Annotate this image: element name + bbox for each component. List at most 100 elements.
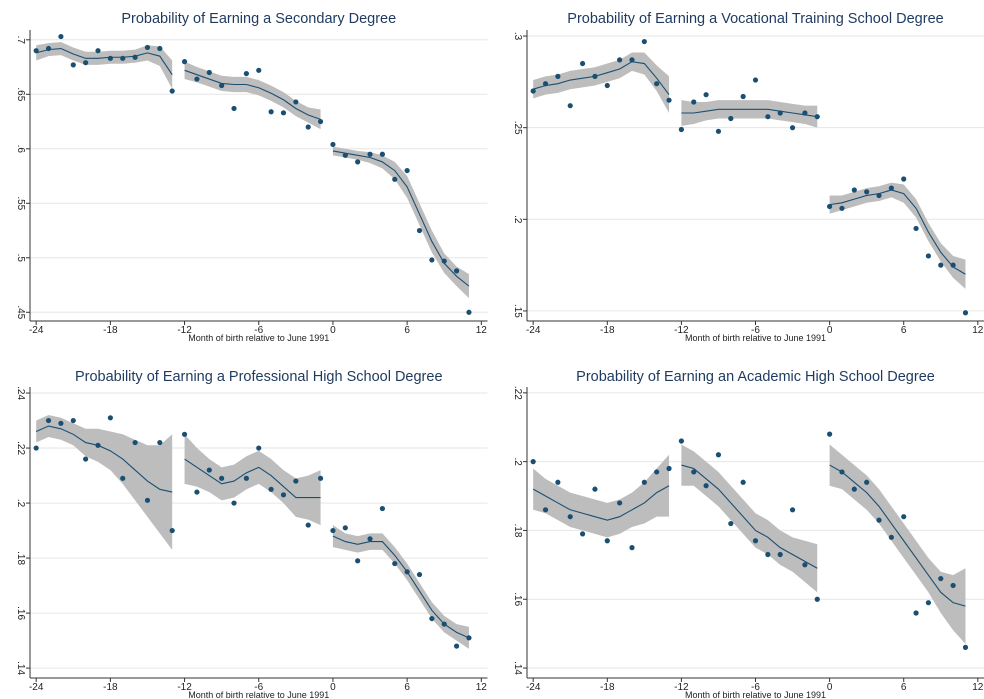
data-point [83,456,89,462]
panel: Probability of Earning a Professional Hi… [15,369,488,699]
data-point [802,562,808,568]
x-axis-label: Month of birth relative to June 1991 [188,690,329,699]
x-tick-label: -18 [103,682,118,693]
data-point [938,575,944,582]
data-point [330,527,336,534]
data-point [814,596,820,602]
data-point [243,70,249,77]
y-tick-label: .14 [512,661,523,675]
confidence-band [829,182,966,289]
x-tick-label: -6 [751,682,760,693]
y-tick-label: .2 [512,215,523,224]
confidence-band [681,444,818,593]
data-point [777,110,783,116]
confidence-band [829,444,966,644]
data-point [83,60,89,66]
data-point [604,82,610,89]
fit-line [36,47,173,75]
data-point [206,69,212,76]
data-point [330,141,336,148]
x-tick-label: -6 [254,682,263,693]
y-tick-label: .22 [512,386,523,400]
data-point [429,257,435,263]
data-point [864,189,870,195]
x-tick-label: -12 [177,682,192,693]
y-tick-label: .25 [512,121,523,135]
data-point [901,514,907,520]
data-point [752,538,759,544]
data-point [789,125,796,131]
data-point [579,60,586,67]
data-point [728,115,734,122]
data-point [120,475,126,481]
x-tick-label: -24 [29,325,44,336]
data-point [355,558,361,564]
data-point [45,417,52,424]
data-point [268,109,274,115]
data-point [441,258,447,264]
confidence-band [36,415,173,550]
confidence-band [681,100,818,128]
data-point [107,415,113,421]
data-point [305,124,311,130]
data-point [132,54,138,60]
data-point [617,500,623,506]
data-point [752,77,759,83]
data-point [888,534,894,540]
data-point [827,203,833,210]
y-tick-label: .24 [15,386,26,400]
data-point [851,187,857,193]
data-point [579,531,586,537]
data-point [441,621,447,627]
data-point [342,152,348,158]
y-tick-label: .2 [15,499,26,508]
x-tick-label: -6 [254,325,263,336]
y-tick-label: .14 [15,661,26,675]
data-point [728,520,734,527]
data-point [429,615,435,622]
panel: Probability of Earning a Secondary Degre… [15,11,488,343]
fit-line [829,464,966,607]
data-point [107,55,113,61]
data-point [144,44,151,51]
data-point [181,59,188,65]
data-point [280,110,287,116]
y-tick-label: .16 [15,606,26,620]
data-point [404,569,410,575]
y-tick-label: .6 [15,145,26,154]
confidence-band [184,61,321,130]
data-point [703,92,709,98]
x-tick-label: 6 [404,682,410,693]
fit-line [532,485,670,521]
fit-line [35,425,173,493]
data-point [765,114,771,120]
data-point [913,610,919,616]
data-point [206,467,212,473]
data-point [367,151,373,157]
x-tick-label: -18 [600,325,615,336]
data-point [839,205,845,211]
x-tick-label: 6 [404,325,410,336]
data-point [555,73,561,79]
y-tick-label: .7 [15,36,26,45]
data-point [876,192,882,199]
confidence-band [332,525,469,649]
fit-line [829,189,966,275]
data-point [851,486,857,492]
x-axis-label: Month of birth relative to June 1991 [685,333,826,343]
data-point [814,114,820,120]
confidence-band [533,454,670,538]
data-point [392,176,398,182]
data-point [542,507,549,513]
data-point [95,48,101,54]
data-point [592,73,598,79]
data-point [641,38,647,45]
x-tick-label: 0 [330,325,336,336]
data-point [95,442,101,448]
data-point [950,262,956,268]
x-tick-label: 12 [476,682,488,693]
data-point [416,571,423,578]
fit-line [184,69,321,120]
data-point [466,635,472,641]
